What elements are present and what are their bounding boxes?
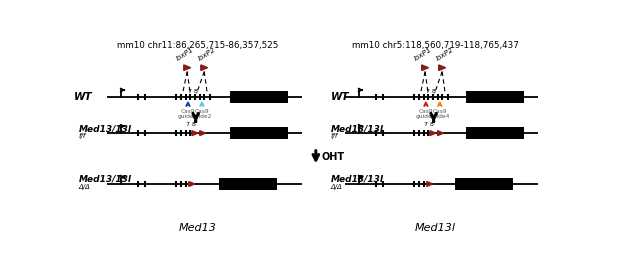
- Polygon shape: [430, 131, 436, 136]
- Text: WT: WT: [74, 92, 93, 102]
- Text: loxP1: loxP1: [175, 47, 195, 62]
- Polygon shape: [192, 131, 198, 136]
- Text: Δ/Δ: Δ/Δ: [79, 184, 91, 190]
- Text: Med13/13l: Med13/13l: [79, 124, 131, 133]
- Text: 7 8: 7 8: [188, 89, 197, 94]
- Polygon shape: [201, 65, 208, 70]
- Bar: [219, 178, 277, 190]
- Polygon shape: [421, 65, 429, 70]
- Text: loxP1: loxP1: [413, 47, 433, 62]
- Text: Cas9
guide1: Cas9 guide1: [178, 108, 198, 119]
- Text: mm10 chr11:86,265,715-86,357,525: mm10 chr11:86,265,715-86,357,525: [117, 41, 278, 50]
- Text: Med13l: Med13l: [415, 223, 456, 233]
- Bar: [230, 128, 288, 139]
- Polygon shape: [184, 65, 191, 70]
- Text: f/f: f/f: [331, 133, 338, 139]
- Text: OHT: OHT: [321, 152, 344, 162]
- Text: WT: WT: [331, 92, 349, 102]
- Bar: [455, 178, 513, 190]
- Polygon shape: [189, 182, 195, 186]
- Text: Cas9
guide2: Cas9 guide2: [192, 108, 212, 119]
- Polygon shape: [427, 182, 433, 186]
- Text: 7 8: 7 8: [186, 122, 196, 127]
- Text: loxP2: loxP2: [197, 47, 217, 62]
- Text: Med13/13l: Med13/13l: [331, 175, 384, 184]
- Text: Med13/13l: Med13/13l: [331, 124, 384, 133]
- Text: 7 8: 7 8: [426, 89, 436, 94]
- Text: 7 8: 7 8: [424, 122, 434, 127]
- Bar: [466, 128, 524, 139]
- Text: f/f: f/f: [79, 133, 86, 139]
- Polygon shape: [200, 131, 205, 136]
- Text: Δ/Δ: Δ/Δ: [331, 184, 342, 190]
- Text: loxP2: loxP2: [436, 47, 455, 62]
- Bar: [230, 91, 288, 103]
- Text: Med13/13l: Med13/13l: [79, 175, 131, 184]
- Text: Cas9
guide3: Cas9 guide3: [416, 108, 436, 119]
- Bar: [466, 91, 524, 103]
- Text: Med13: Med13: [178, 223, 216, 233]
- Text: mm10 chr5:118,560,719-118,765,437: mm10 chr5:118,560,719-118,765,437: [352, 41, 519, 50]
- Polygon shape: [437, 131, 444, 136]
- Polygon shape: [439, 65, 445, 70]
- Text: Cas9
guide4: Cas9 guide4: [429, 108, 450, 119]
